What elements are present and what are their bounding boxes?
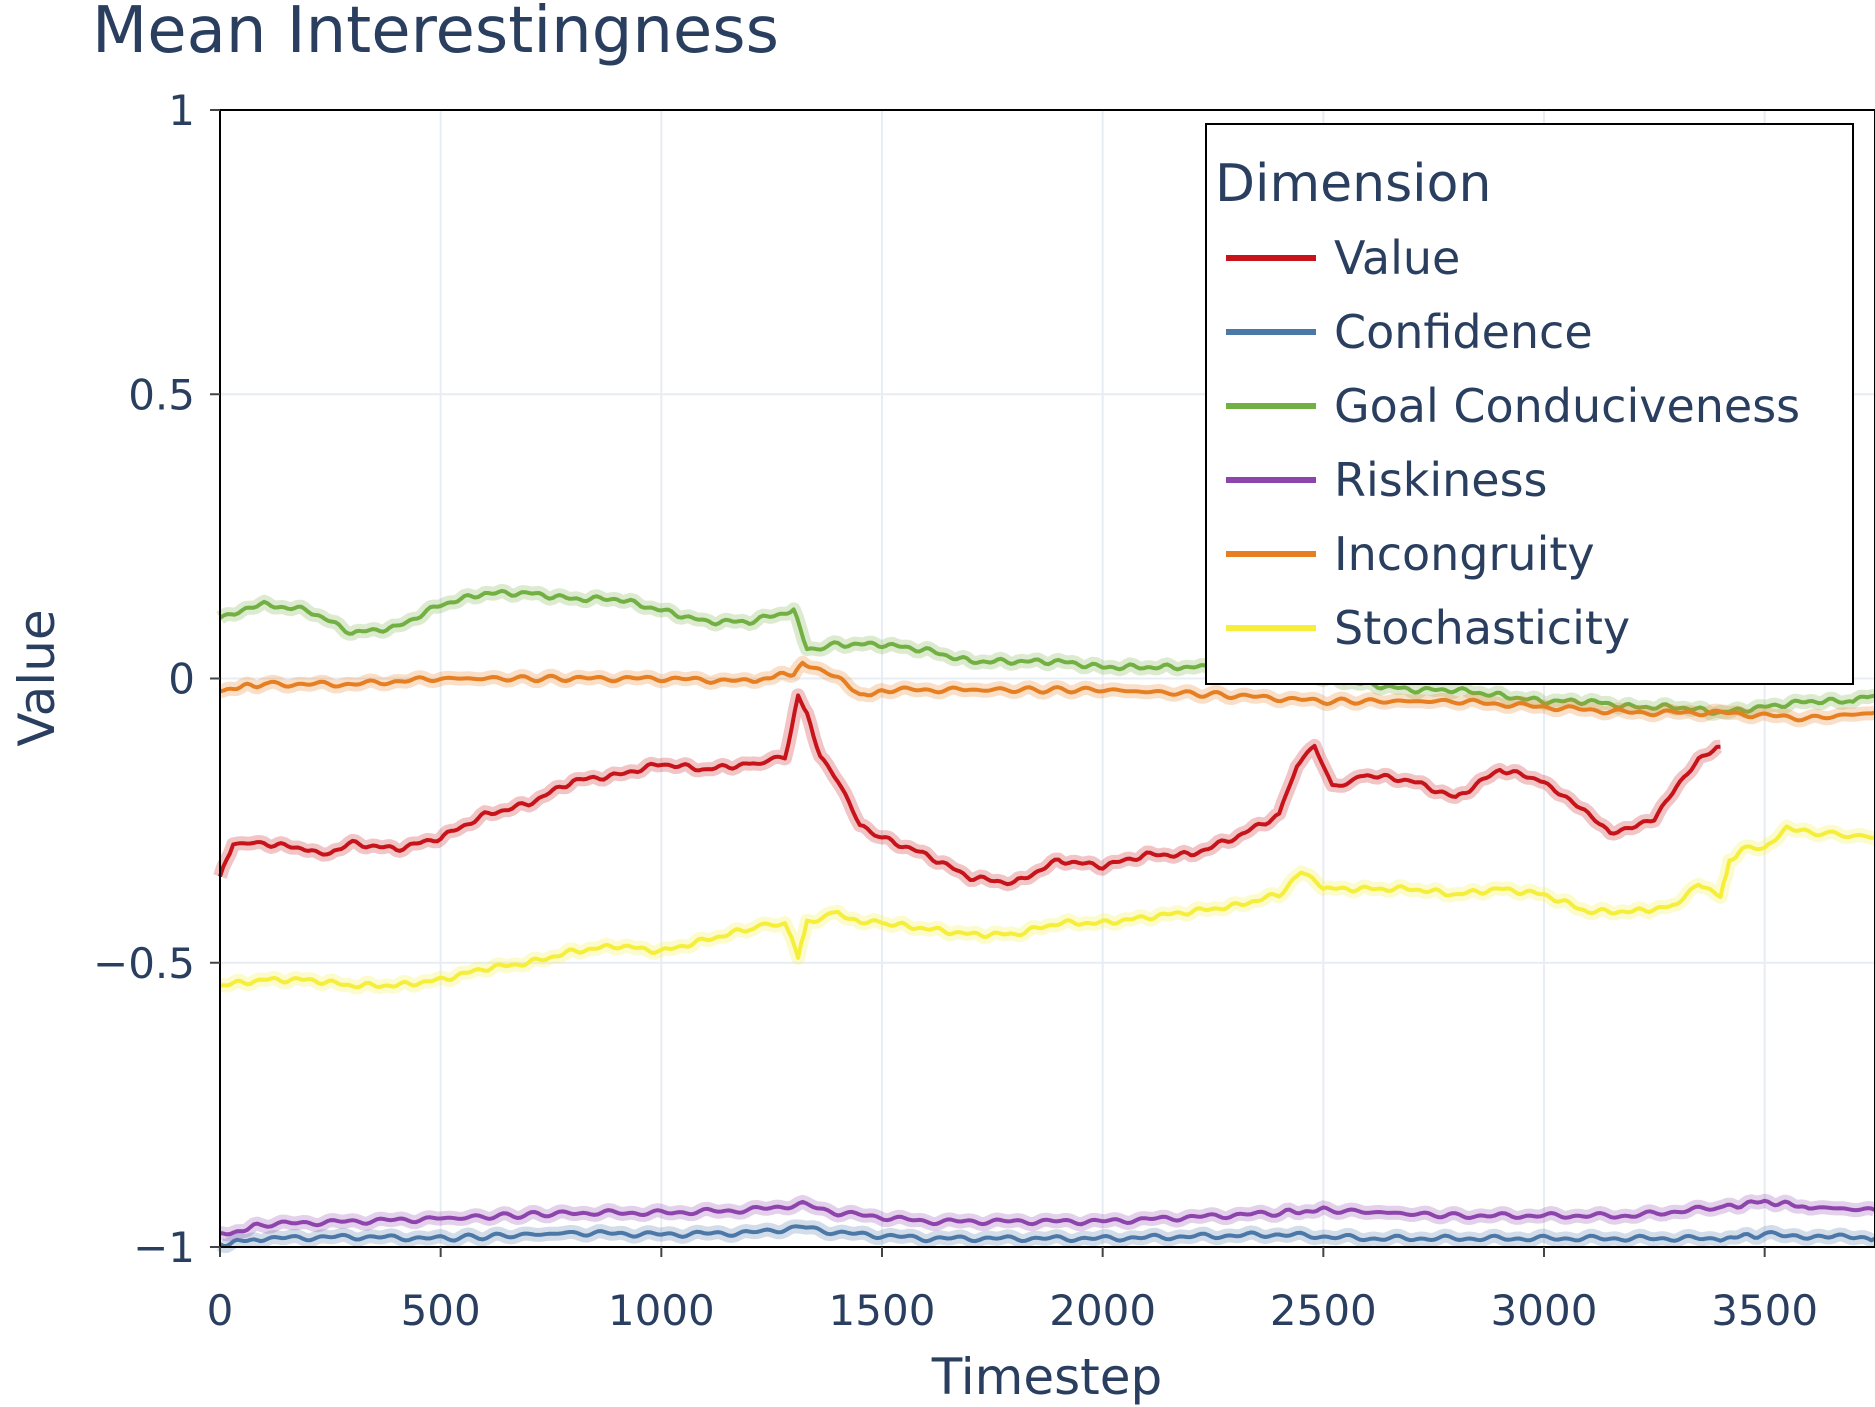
x-tick-label: 2500 [1270,1286,1377,1335]
y-tick-label: −0.5 [93,939,195,988]
series-line [219,824,1875,990]
legend-label: Value [1334,231,1460,285]
legend-items: Value Confidence Goal Conduciveness Riskine… [1226,231,1800,655]
legend-label: Goal Conduciveness [1334,379,1800,433]
legend-label: Stochasticity [1334,601,1630,655]
x-tick-label: 1000 [608,1286,715,1335]
x-tick-label: 3000 [1491,1286,1598,1335]
x-tick-label: 2000 [1049,1286,1156,1335]
y-tick-label: 0.5 [128,370,195,419]
y-tick-label: 0 [168,655,195,704]
x-tick-label: 0 [207,1286,234,1335]
x-tick-label: 1500 [829,1286,936,1335]
legend-label: Confidence [1334,305,1593,359]
series-line [218,588,1875,716]
y-tick-label: 1 [168,86,195,135]
legend-title: Dimension [1215,154,1491,214]
legend: Dimension Value Confidence Goal Conduciven… [1205,123,1854,685]
series-band [213,688,1724,892]
series-line [219,1198,1875,1237]
legend-label: Incongruity [1334,527,1595,581]
series-line [219,660,1875,723]
x-tick-label: 3500 [1711,1286,1818,1335]
chart-title: Mean Interestingness [92,0,779,68]
y-tick-label: −1 [133,1223,195,1272]
y-axis-title: Value [8,609,66,746]
series-line [218,693,1721,887]
y-axis-ticks: −1 −0.5 0 0.5 1 [93,86,220,1272]
series-lines [213,583,1875,1253]
x-tick-label: 500 [401,1286,481,1335]
x-axis-title: Timestep [931,1348,1163,1406]
x-axis-ticks: 0 500 1000 1500 2000 2500 3000 3500 [207,1247,1818,1335]
legend-label: Riskiness [1334,453,1548,507]
series-line [219,1224,1875,1248]
